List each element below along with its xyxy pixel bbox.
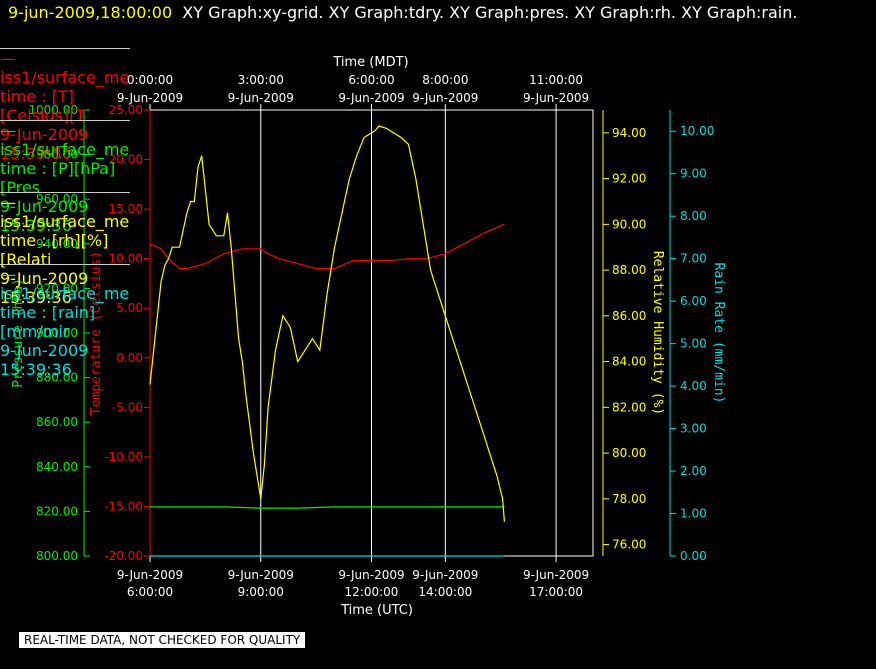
legend-entry: —iss1/surface_me time : [P][hPa][Pres 9-Ju… [0,120,130,235]
pressure-axis-title: Pressure (hPa) [11,278,26,388]
legend-time: 15:39:36 [0,144,72,163]
top-axis-title: Time (MDT) [332,55,408,70]
temperature-tick-label: 15.00 [109,202,143,216]
humidity-series-line [149,125,505,522]
series-lines [149,125,505,557]
humidity-tick-label: 82.00 [612,400,646,414]
legend-date: 9-Jun-2009 [0,197,89,216]
temperature-axis-title: Temperature (Celsius) [89,251,104,415]
top-tick-time: 11:00:00 [529,73,583,87]
graph-header: 9-jun-2009,18:00:00 XY Graph:xy-grid. XY… [8,3,797,22]
temperature-tick-label: -5.00 [112,400,143,414]
bottom-tick-date: 9-Jun-2009 [523,568,589,582]
bottom-tick-date: 9-Jun-2009 [338,568,404,582]
pressure-tick-label: 880.00 [36,371,78,385]
humidity-tick-label: 90.00 [612,217,646,231]
top-tick-time: 8:00:00 [422,73,468,87]
plot-area [149,109,594,557]
rain-tick-label: 10.00 [680,124,714,138]
bottom-tick-date: 9-Jun-2009 [228,568,294,582]
temperature-tick-label: 10.00 [109,252,143,266]
legend-title: —iss1/surface_me [0,265,130,303]
top-tick-date: 9-Jun-2009 [338,91,404,105]
rain-axis-title: Rain Rate (mm/min) [711,263,726,404]
humidity-tick-label: 94.00 [612,126,646,140]
temperature-tick-label: 5.00 [116,301,143,315]
legend-date: 9-Jun-2009 [0,341,89,360]
bottom-tick-time: 17:00:00 [529,585,583,599]
pressure-series-line [150,506,505,509]
temperature-tick-label: 20.00 [109,153,143,167]
pressure-tick-label: 980.00 [36,148,78,162]
top-tick-time: 6:00:00 [348,73,394,87]
top-tick-time: 0:00:00 [127,73,173,87]
rain-tick-label: 5.00 [680,337,707,351]
legend-time: 15:39:36 [0,360,72,379]
quality-notice: REAL-TIME DATA, NOT CHECKED FOR QUALITY [19,632,306,648]
rain-tick-label: 0.00 [680,549,707,563]
top-tick-date: 9-Jun-2009 [117,91,183,105]
bottom-tick-time: 12:00:00 [345,585,399,599]
rain-tick-label: 7.00 [680,252,707,266]
pressure-tick-label: 860.00 [36,415,78,429]
bottom-tick-time: 9:00:00 [238,585,284,599]
pressure-tick-label: 820.00 [36,504,78,518]
pressure-tick-label: 1000.00 [28,103,78,117]
legend-title: —iss1/surface_me [0,121,130,159]
rain-tick-label: 6.00 [680,294,707,308]
pressure-tick-label: 840.00 [36,460,78,474]
bottom-tick-time: 6:00:00 [127,585,173,599]
top-tick-time: 3:00:00 [238,73,284,87]
legend-title: —iss1/surface_me [0,193,130,231]
temperature-tick-label: 25.00 [109,103,143,117]
humidity-tick-label: 86.00 [612,309,646,323]
bottom-tick-time: 14:00:00 [418,585,472,599]
rain-tick-label: 3.00 [680,422,707,436]
legend-time: 15:39:36 [0,288,72,307]
header-datetime: 9-jun-2009,18:00:00 [8,3,173,22]
top-tick-date: 9-Jun-2009 [412,91,478,105]
legend-entry: —iss1/surface_me time : [rh][%][Relati 9-J… [0,192,130,307]
pressure-tick-label: 800.00 [36,549,78,563]
humidity-tick-label: 88.00 [612,263,646,277]
temperature-tick-label: -20.00 [104,549,143,563]
legend-time: 15:39:36 [0,216,72,235]
legend-units: time : [rain][mm/mir [0,303,96,341]
temperature-tick-label: 0.00 [116,351,143,365]
pressure-tick-label: 900.00 [36,326,78,340]
bottom-tick-date: 9-Jun-2009 [412,568,478,582]
temperature-tick-label: -15.00 [104,499,143,513]
legend-date: 9-Jun-2009 [0,269,89,288]
rain-tick-label: 2.00 [680,464,707,478]
pressure-tick-label: 940.00 [36,237,78,251]
humidity-axis-title: Relative Humidity (%) [650,251,665,415]
rain-tick-label: 8.00 [680,209,707,223]
humidity-tick-label: 76.00 [612,538,646,552]
top-tick-date: 9-Jun-2009 [523,91,589,105]
temperature-series-line [149,223,505,270]
bottom-axis-title: Time (UTC) [340,603,413,618]
rain-tick-label: 4.00 [680,379,707,393]
pressure-tick-label: 920.00 [36,281,78,295]
legend-date: 9-Jun-2009 [0,125,89,144]
legend-entry: —iss1/surface_me time : [rain][mm/mir 9-Ju… [0,264,130,379]
header-graph-list: XY Graph:xy-grid. XY Graph:tdry. XY Grap… [182,3,798,22]
legend-title: —iss1/surface_me [0,49,130,87]
temperature-tick-label: -10.00 [104,450,143,464]
humidity-tick-label: 80.00 [612,446,646,460]
top-tick-date: 9-Jun-2009 [228,91,294,105]
bottom-tick-date: 9-Jun-2009 [117,568,183,582]
rain-tick-label: 9.00 [680,167,707,181]
axes: 0:00:00 9-Jun-2009 3:00:00 9-Jun-2009 6:00:0… [11,55,726,618]
pressure-tick-label: 960.00 [36,192,78,206]
rain-tick-label: 1.00 [680,507,707,521]
humidity-tick-label: 84.00 [612,355,646,369]
humidity-tick-label: 78.00 [612,492,646,506]
humidity-tick-label: 92.00 [612,172,646,186]
